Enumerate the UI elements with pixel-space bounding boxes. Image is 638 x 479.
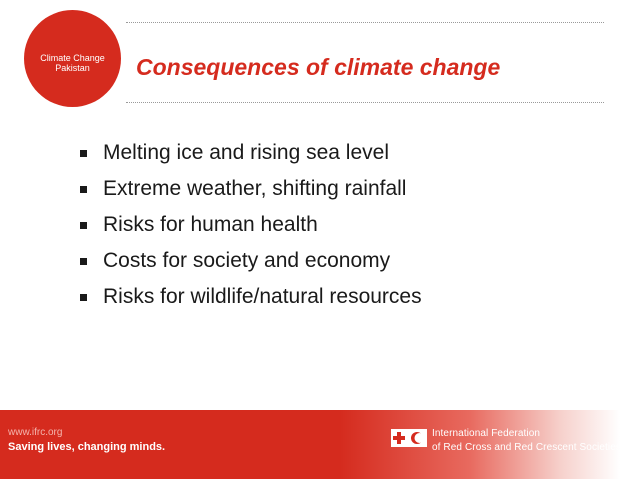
- bullet-text: Risks for human health: [103, 213, 318, 236]
- bullet-item: Costs for society and economy: [80, 243, 422, 279]
- title-divider-top: [126, 22, 604, 23]
- square-bullet-icon: [80, 221, 87, 229]
- title-divider-bottom: [126, 102, 604, 103]
- footer-url[interactable]: www.ifrc.org: [8, 427, 63, 438]
- topic-badge-label: Climate Change Pakistan: [40, 53, 105, 73]
- square-bullet-icon: [80, 185, 87, 193]
- bullet-text: Risks for wildlife/natural resources: [103, 285, 422, 308]
- org-name-line2: of Red Cross and Red Crescent Societies: [432, 442, 621, 453]
- red-cross-red-crescent-icon: [391, 429, 427, 447]
- square-bullet-icon: [80, 149, 87, 157]
- square-bullet-icon: [80, 293, 87, 301]
- footer-band: www.ifrc.org Saving lives, changing mind…: [0, 410, 638, 479]
- bullet-text: Costs for society and economy: [103, 249, 391, 272]
- footer-tagline: Saving lives, changing minds.: [8, 441, 166, 453]
- org-name-line1: International Federation: [432, 428, 541, 439]
- bullet-list: Melting ice and rising sea level Extreme…: [80, 135, 422, 315]
- bullet-text: Melting ice and rising sea level: [103, 141, 389, 164]
- bullet-item: Risks for human health: [80, 207, 422, 243]
- bullet-item: Risks for wildlife/natural resources: [80, 279, 422, 315]
- topic-badge: Climate Change Pakistan: [24, 10, 121, 107]
- bullet-text: Extreme weather, shifting rainfall: [103, 177, 407, 200]
- square-bullet-icon: [80, 257, 87, 265]
- slide-title: Consequences of climate change: [136, 54, 501, 80]
- bullet-item: Extreme weather, shifting rainfall: [80, 171, 422, 207]
- bullet-item: Melting ice and rising sea level: [80, 135, 422, 171]
